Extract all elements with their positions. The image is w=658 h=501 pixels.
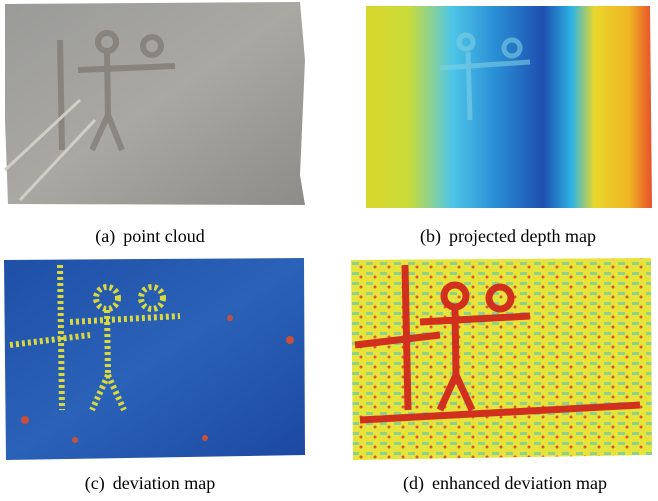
panel-a: [5, 2, 305, 205]
caption-text: projected depth map: [449, 226, 596, 246]
panel-label: (c): [85, 473, 105, 494]
panel-caption: (c) deviation map: [85, 473, 215, 494]
panel-caption: (a) point cloud: [95, 226, 204, 247]
panel-label: (d): [403, 473, 424, 494]
figure: (a) point cloud (b) projected depth map (c…: [0, 0, 658, 496]
panel-caption: (b) projected depth map: [420, 226, 596, 247]
caption-text: deviation map: [113, 473, 215, 493]
panel-c: [4, 258, 305, 460]
point-cloud-image: [5, 2, 305, 205]
panel-b: [366, 6, 652, 208]
caption-text: enhanced deviation map: [432, 473, 607, 493]
panel-label: (b): [420, 226, 441, 247]
caption-text: point cloud: [123, 226, 205, 246]
panel-d: [351, 258, 652, 460]
depth-map-image: [366, 6, 652, 208]
panel-label: (a): [95, 226, 115, 247]
panel-caption: (d) enhanced deviation map: [403, 473, 607, 494]
